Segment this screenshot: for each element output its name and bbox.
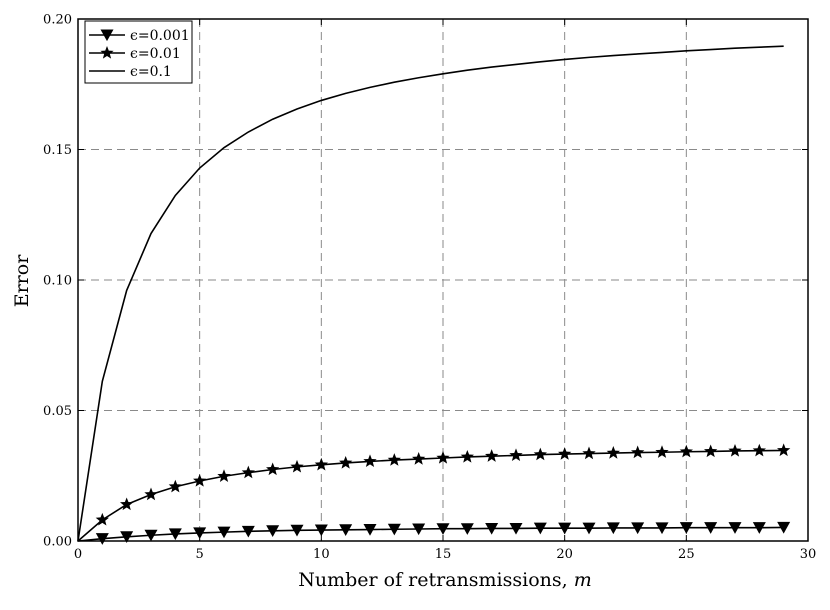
legend-entry-label: ϵ=0.01 — [130, 46, 181, 62]
data-point — [436, 451, 450, 464]
y-tick-label: 0.20 — [43, 13, 72, 28]
y-tick-label: 0.00 — [43, 535, 72, 550]
series-3 — [77, 45, 784, 542]
data-point — [485, 522, 499, 535]
x-tick-label: 5 — [196, 547, 204, 562]
data-point — [144, 487, 158, 501]
data-point — [314, 524, 328, 537]
y-tick-label: 0.05 — [43, 404, 72, 419]
x-axis-label: Number of retransmissions, m — [298, 569, 592, 591]
data-point — [387, 453, 401, 466]
data-point — [387, 523, 401, 536]
x-tick-label: 20 — [556, 547, 573, 562]
data-point — [777, 521, 791, 534]
data-point — [168, 479, 182, 493]
series-1 — [77, 521, 791, 545]
data-point — [460, 523, 474, 535]
x-tick-label: 15 — [435, 547, 452, 562]
data-point — [655, 522, 669, 535]
data-point — [704, 522, 718, 534]
series-line — [77, 45, 784, 542]
data-point — [728, 522, 742, 534]
data-point — [412, 523, 426, 536]
data-point — [339, 524, 353, 536]
data-point — [582, 446, 596, 460]
data-point — [193, 527, 207, 540]
data-point — [241, 525, 255, 538]
data-point — [533, 522, 547, 535]
data-point — [266, 525, 280, 537]
data-point — [558, 522, 572, 535]
grid — [78, 19, 808, 541]
data-point — [314, 457, 328, 471]
x-tick-label: 25 — [678, 547, 695, 562]
data-point — [290, 459, 304, 473]
data-point — [582, 522, 596, 535]
data-point — [679, 444, 693, 458]
data-point — [290, 524, 304, 537]
data-point — [631, 445, 645, 459]
data-point — [217, 469, 231, 482]
legend: ϵ=0.001 ϵ=0.01 ϵ=0.1 — [84, 20, 193, 84]
data-point — [120, 531, 134, 543]
legend-marker — [100, 46, 114, 59]
data-point — [460, 449, 474, 463]
x-tick-label: 0 — [74, 547, 82, 562]
legend-marker — [100, 29, 114, 42]
data-point — [193, 473, 207, 487]
y-axis-label: Error — [11, 254, 33, 307]
data-point — [679, 522, 693, 534]
data-point — [704, 444, 718, 458]
y-tick-label: 0.10 — [43, 274, 72, 289]
legend-entry-label: ϵ=0.001 — [130, 28, 190, 44]
data-point — [241, 465, 255, 479]
axis-ticks: 0 5 10 15 20 25 30 0.00 0.05 0.10 0.15 0.20 — [43, 13, 816, 563]
y-tick-label: 0.15 — [43, 143, 72, 158]
data-point — [412, 452, 426, 465]
series-line — [77, 526, 784, 542]
data-point — [655, 445, 669, 458]
data-point — [777, 443, 791, 457]
data-point — [752, 443, 766, 457]
data-point — [120, 497, 134, 511]
data-point — [95, 512, 109, 526]
data-point — [606, 522, 620, 535]
data-point — [363, 454, 377, 468]
data-point — [533, 447, 547, 461]
series-2 — [77, 443, 791, 542]
x-tick-label: 10 — [313, 547, 330, 562]
data-point — [95, 533, 109, 545]
data-point — [509, 448, 523, 462]
plot-series — [77, 45, 791, 545]
data-point — [339, 455, 353, 469]
data-point — [558, 447, 572, 460]
data-point — [509, 522, 523, 535]
data-point — [436, 523, 450, 535]
data-point — [144, 529, 158, 542]
data-point — [752, 522, 766, 534]
data-point — [606, 446, 620, 459]
data-point — [363, 523, 377, 536]
data-point — [266, 462, 280, 476]
x-tick-label: 30 — [800, 547, 817, 562]
data-point — [168, 528, 182, 541]
data-point — [485, 449, 499, 462]
data-point — [631, 522, 645, 535]
legend-entry-label: ϵ=0.1 — [130, 64, 172, 80]
data-point — [217, 526, 231, 539]
data-point — [728, 443, 742, 457]
